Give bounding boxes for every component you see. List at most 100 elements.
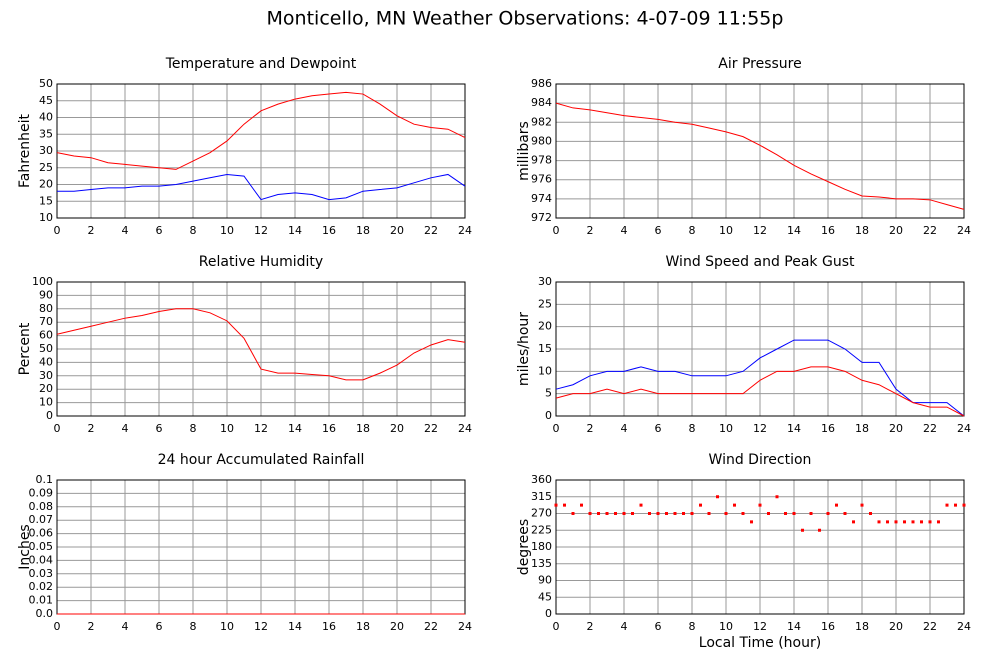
plot-frame xyxy=(56,83,466,219)
y-tick-label: 20 xyxy=(39,382,53,395)
data-point xyxy=(826,512,830,515)
page-title: Monticello, MN Weather Observations: 4-0… xyxy=(267,8,784,30)
data-point xyxy=(860,503,864,507)
y-tick-label: 10 xyxy=(39,211,53,224)
data-point xyxy=(792,512,796,515)
data-point xyxy=(767,512,770,515)
y-tick-label: 270 xyxy=(531,507,552,520)
data-point xyxy=(928,520,932,524)
x-tick-label: 22 xyxy=(424,620,438,633)
y-tick-label: 35 xyxy=(39,127,53,140)
data-line xyxy=(56,308,466,381)
x-tick-label: 2 xyxy=(587,620,594,633)
y-tick-label: 972 xyxy=(531,211,552,224)
chart-title: 24 hour Accumulated Rainfall xyxy=(158,452,365,468)
data-point xyxy=(911,520,915,524)
y-tick-label: 980 xyxy=(531,134,552,147)
data-point xyxy=(818,528,821,532)
data-point xyxy=(682,512,685,515)
y-tick-label: 180 xyxy=(531,540,552,553)
x-tick-label: 0 xyxy=(553,422,560,435)
x-tick-label: 0 xyxy=(54,620,61,633)
x-tick-label: 0 xyxy=(54,422,61,435)
y-tick-label: 60 xyxy=(39,329,53,342)
data-point xyxy=(843,512,847,515)
x-tick-label: 22 xyxy=(923,224,937,237)
x-tick-label: 14 xyxy=(787,224,801,237)
x-tick-label: 8 xyxy=(190,422,197,435)
data-point xyxy=(690,512,694,515)
data-point xyxy=(937,520,940,524)
data-point xyxy=(724,512,728,515)
y-tick-label: 225 xyxy=(531,523,552,536)
data-point xyxy=(648,512,651,515)
x-tick-label: 20 xyxy=(390,224,404,237)
x-tick-label: 12 xyxy=(254,422,268,435)
x-tick-label: 24 xyxy=(458,224,472,237)
x-tick-label: 0 xyxy=(553,224,560,237)
y-tick-label: 0.04 xyxy=(29,553,54,566)
y-tick-label: 0.1 xyxy=(36,473,54,486)
x-tick-label: 10 xyxy=(220,224,234,237)
x-tick-label: 2 xyxy=(88,224,95,237)
y-tick-label: 100 xyxy=(32,275,53,288)
x-tick-label: 20 xyxy=(889,422,903,435)
x-tick-label: 24 xyxy=(957,224,971,237)
y-axis-label: Percent xyxy=(17,322,33,375)
y-tick-label: 40 xyxy=(39,355,53,368)
x-tick-label: 18 xyxy=(356,422,370,435)
x-tick-label: 8 xyxy=(190,224,197,237)
y-tick-label: 0 xyxy=(545,409,552,422)
x-tick-label: 2 xyxy=(88,422,95,435)
data-point xyxy=(597,512,600,515)
data-point xyxy=(673,512,677,515)
data-point xyxy=(920,520,923,524)
data-point xyxy=(835,503,838,507)
x-tick-label: 6 xyxy=(156,224,163,237)
x-tick-label: 16 xyxy=(821,224,835,237)
data-point xyxy=(775,495,779,499)
x-tick-label: 4 xyxy=(122,224,129,237)
y-tick-label: 978 xyxy=(531,154,552,167)
x-tick-label: 14 xyxy=(288,620,302,633)
x-tick-label: 10 xyxy=(719,620,733,633)
y-axis-label: degrees xyxy=(516,519,532,575)
x-tick-label: 22 xyxy=(424,422,438,435)
plot-frame xyxy=(56,281,466,417)
plot-frame xyxy=(555,281,965,417)
y-tick-label: 10 xyxy=(538,364,552,377)
x-tick-label: 6 xyxy=(655,620,662,633)
y-tick-label: 0.0 xyxy=(36,607,54,620)
x-tick-label: 18 xyxy=(356,620,370,633)
x-tick-label: 24 xyxy=(458,620,472,633)
x-tick-label: 6 xyxy=(156,620,163,633)
y-tick-label: 0.05 xyxy=(29,540,54,553)
data-point xyxy=(639,503,643,507)
x-tick-label: 14 xyxy=(787,620,801,633)
data-point xyxy=(554,503,558,507)
x-tick-label: 8 xyxy=(190,620,197,633)
x-tick-label: 4 xyxy=(621,422,628,435)
data-line xyxy=(57,173,466,201)
data-point xyxy=(605,512,609,515)
x-tick-label: 6 xyxy=(156,422,163,435)
y-tick-label: 30 xyxy=(39,369,53,382)
y-tick-label: 986 xyxy=(531,77,552,90)
chart-title: Wind Direction xyxy=(709,452,812,468)
x-tick-label: 24 xyxy=(957,422,971,435)
x-tick-label: 16 xyxy=(821,422,835,435)
x-tick-label: 8 xyxy=(689,224,696,237)
y-tick-label: 0 xyxy=(545,607,552,620)
x-tick-label: 22 xyxy=(424,224,438,237)
y-tick-label: 50 xyxy=(39,77,53,90)
data-point xyxy=(707,512,711,515)
data-line xyxy=(56,91,466,170)
x-tick-label: 8 xyxy=(689,422,696,435)
x-tick-label: 16 xyxy=(821,620,835,633)
chart-title: Temperature and Dewpoint xyxy=(165,56,357,72)
x-tick-label: 0 xyxy=(553,620,560,633)
y-tick-label: 10 xyxy=(39,396,53,409)
data-point xyxy=(809,512,813,515)
